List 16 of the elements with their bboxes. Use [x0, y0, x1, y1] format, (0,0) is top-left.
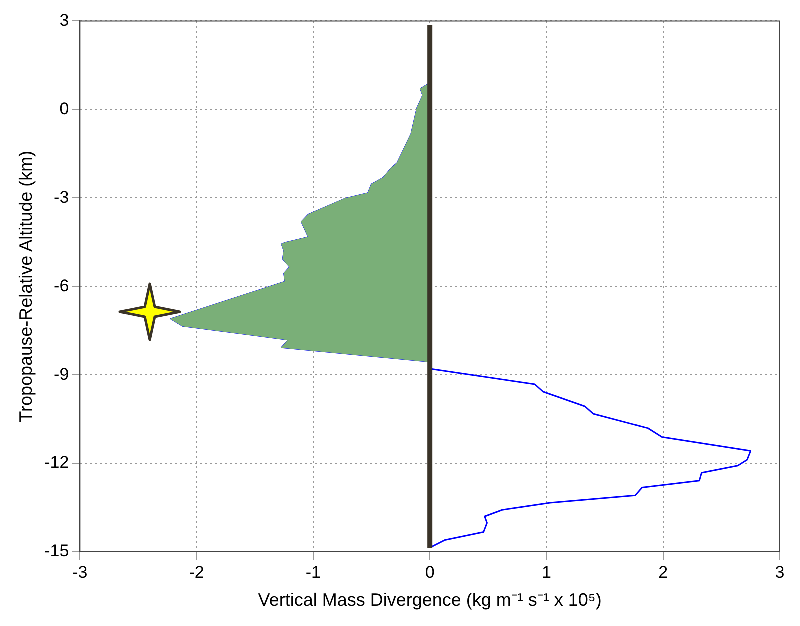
- y-tick-label: 0: [60, 99, 70, 118]
- x-axis-title: Vertical Mass Divergence (kg m⁻¹ s⁻¹ x 10⁵): [258, 590, 602, 610]
- x-tick-label: 2: [658, 562, 668, 582]
- x-tick-label: -3: [72, 562, 88, 582]
- x-tick-label: 3: [775, 562, 785, 582]
- y-tick-label: -6: [54, 276, 70, 296]
- y-tick-label: -12: [44, 453, 70, 472]
- x-tick-label: -2: [189, 562, 204, 582]
- y-tick-label: -3: [54, 188, 70, 207]
- x-tick-label: -1: [306, 562, 322, 582]
- y-axis-title: Tropopause-Relative Altitude (km): [16, 150, 36, 422]
- y-tick-label: 3: [60, 10, 70, 30]
- y-tick-label: -15: [44, 542, 70, 561]
- x-tick-label: 0: [425, 562, 435, 582]
- x-tick-label: 1: [542, 562, 552, 582]
- y-tick-label: -9: [54, 364, 70, 384]
